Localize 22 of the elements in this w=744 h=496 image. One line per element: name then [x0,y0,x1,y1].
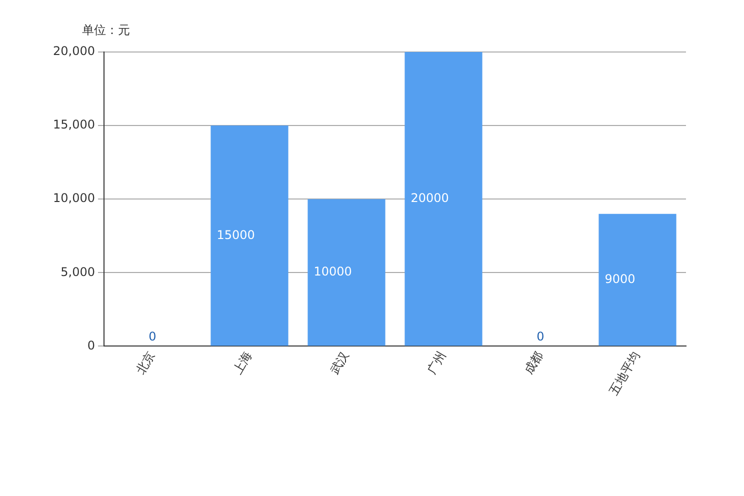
data-label: 10000 [314,264,352,279]
x-tick-label: 北京 [134,348,158,377]
bar [210,126,288,346]
data-label: 0 [536,329,544,344]
data-label: 15000 [216,228,255,242]
x-tick-label: 武汉 [328,348,352,377]
data-label: 9000 [604,272,636,286]
y-tick-label: 10,000 [52,191,95,206]
bar [598,214,676,346]
bar [404,52,482,346]
y-tick-label: 15,000 [52,118,95,132]
y-tick-label: 20,000 [52,44,95,58]
data-label: 0 [148,329,156,344]
x-tick-label: 广州 [424,348,449,377]
x-tick-label: 上海 [230,348,255,377]
y-tick-label: 5,000 [60,264,95,279]
bar [308,199,386,346]
x-tick-label: 五地平均 [606,348,643,398]
y-tick-label: 0 [87,338,95,352]
data-label: 20000 [410,190,449,205]
y-axis-title: 单位：元 [82,23,130,38]
x-tick-label: 成都 [522,348,546,377]
